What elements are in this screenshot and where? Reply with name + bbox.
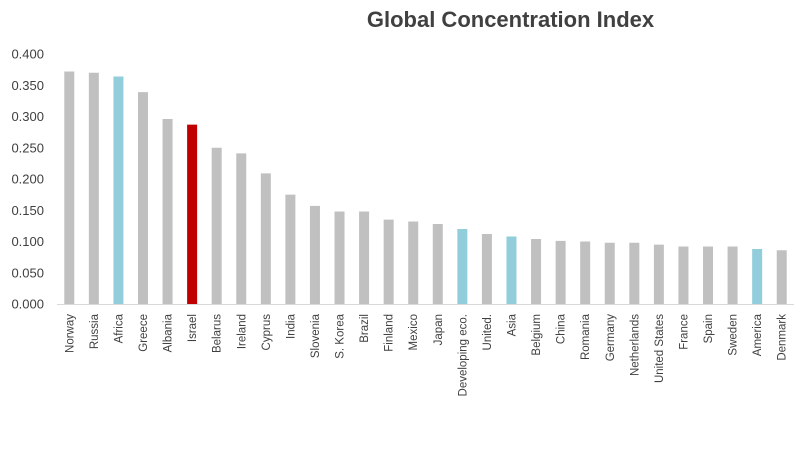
bar-norway: [64, 71, 75, 304]
bar-belarus: [211, 147, 222, 304]
y-tick-label: 0.150: [11, 203, 44, 218]
x-tick-label: Belgium: [531, 314, 543, 356]
x-tick-label: Netherlands: [629, 314, 641, 376]
bar-ireland: [236, 153, 247, 304]
x-tick-label: China: [556, 313, 568, 344]
x-tick-label: Asia: [506, 313, 518, 336]
bar-belgium: [531, 239, 542, 304]
x-tick-label: S. Korea: [335, 313, 347, 358]
x-tick-label: Belarus: [212, 314, 224, 353]
x-tick-label: Israel: [187, 314, 199, 342]
y-tick-label: 0.400: [11, 47, 44, 62]
x-tick-label: Mexico: [408, 314, 420, 350]
x-tick-label: Developing eco.: [457, 314, 469, 396]
bar-greece: [137, 92, 148, 305]
bar-finland: [383, 219, 394, 305]
x-tick-label: Albania: [163, 313, 175, 352]
bar-slovenia: [309, 205, 320, 305]
y-tick-label: 0.250: [11, 140, 44, 155]
x-tick-label: Japan: [433, 314, 445, 345]
x-tick-label: Romania: [580, 313, 592, 360]
bar-sweden: [727, 246, 738, 304]
x-tick-label: America: [752, 313, 764, 356]
x-tick-label: Ireland: [236, 314, 248, 349]
x-tick-label: Germany: [605, 314, 617, 362]
bar-united: [481, 234, 492, 304]
bar-africa: [113, 76, 124, 304]
bar-netherlands: [629, 242, 640, 304]
x-tick-label: Finland: [384, 314, 396, 352]
x-tick-label: Slovenia: [310, 313, 322, 358]
y-tick-label: 0.000: [11, 297, 44, 312]
bar-israel: [187, 124, 198, 304]
x-tick-label: Spain: [703, 314, 715, 343]
bar-asia: [506, 236, 517, 304]
bar-russia: [88, 72, 99, 304]
bar-germany: [604, 242, 615, 304]
bar-china: [555, 240, 566, 305]
x-tick-label: Sweden: [728, 314, 740, 356]
y-tick-label: 0.050: [11, 265, 44, 280]
bar-developing-eco: [457, 229, 468, 304]
x-tick-label: Russia: [89, 313, 101, 349]
bar-india: [285, 194, 296, 305]
x-tick-label: Cyprus: [261, 314, 273, 351]
bar-romania: [580, 241, 591, 304]
bar-brazil: [359, 211, 370, 304]
x-tick-label: Greece: [138, 314, 150, 352]
y-tick-label: 0.200: [11, 172, 44, 187]
bar-cyprus: [260, 173, 271, 305]
y-tick-label: 0.300: [11, 109, 44, 124]
x-tick-label: Denmark: [777, 314, 789, 361]
bar-albania: [162, 119, 173, 304]
y-tick-label: 0.100: [11, 234, 44, 249]
x-tick-label: France: [678, 314, 690, 350]
chart-title: Global Concentration Index: [366, 7, 655, 32]
bar-denmark: [776, 250, 787, 304]
bar-japan: [432, 224, 443, 304]
bar-mexico: [408, 221, 419, 304]
bar-united-states: [653, 244, 664, 305]
bar-america: [752, 249, 763, 304]
x-tick-label: Brazil: [359, 314, 371, 343]
bar-s-korea: [334, 211, 345, 304]
x-tick-label: Norway: [64, 314, 76, 353]
x-tick-label: United States: [654, 314, 666, 383]
x-tick-label: United.: [482, 314, 494, 350]
bar-spain: [703, 246, 714, 304]
x-tick-label: India: [285, 313, 297, 339]
x-tick-label: Africa: [113, 313, 125, 343]
bar-france: [678, 246, 689, 304]
y-tick-label: 0.350: [11, 78, 44, 93]
